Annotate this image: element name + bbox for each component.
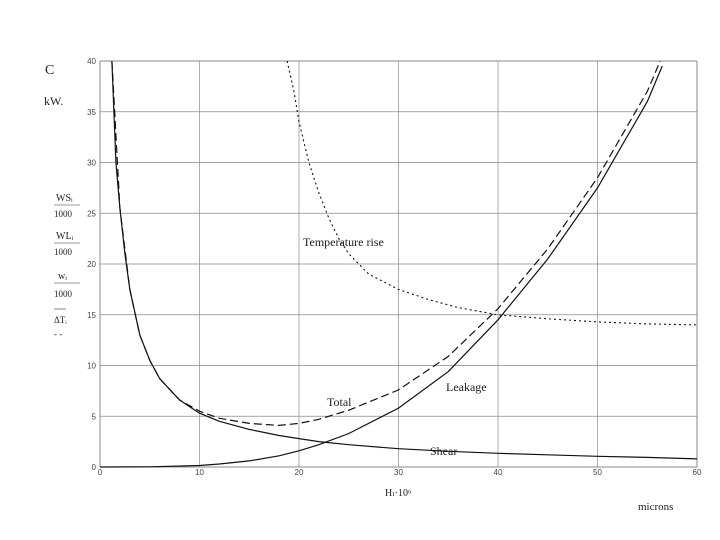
y-tick-label: 15	[87, 311, 96, 320]
ylabel-w-den: 1000	[54, 289, 73, 299]
x-tick-label: 40	[494, 468, 503, 477]
ylabel-wl-den: 1000	[54, 247, 73, 257]
y-tick-label: 30	[87, 159, 96, 168]
ylabel-ws-num: WSᵢ	[56, 193, 73, 204]
y-unit-label: kW.	[44, 94, 63, 108]
y-tick-label: 35	[87, 108, 96, 117]
ylabel-wl-num: WLᵢ	[56, 231, 74, 242]
x-tick-label: 0	[98, 468, 103, 477]
y-tick-label: 10	[87, 362, 96, 371]
x-tick-label: 50	[593, 468, 602, 477]
y-axis-label-stack: WSᵢ 1000 WLᵢ 1000 wᵢ 1000 ΔTᵢ - -	[54, 193, 80, 339]
series-line-temperature-rise	[286, 60, 698, 326]
y-ticks: 0 5 10 15 20 25 30 35 40	[87, 57, 96, 472]
label-shear: Shear	[430, 444, 457, 458]
x-axis-label: Hₗ·10⁶	[385, 488, 412, 499]
x-ticks: 0 10 20 30 40 50 60	[98, 468, 702, 477]
x-unit-label: microns	[638, 501, 673, 513]
y-unit-top-label: C	[45, 63, 54, 78]
grid	[99, 60, 698, 468]
ylabel-dt-num: ΔTᵢ	[54, 315, 67, 325]
label-total: Total	[327, 395, 352, 409]
x-tick-label: 60	[693, 468, 702, 477]
x-tick-label: 20	[295, 468, 304, 477]
series-line-leakage	[99, 65, 663, 468]
series-lines	[99, 60, 698, 468]
y-tick-label: 25	[87, 209, 96, 218]
y-tick-label: 0	[92, 463, 97, 472]
x-tick-label: 10	[195, 468, 204, 477]
y-tick-label: 20	[87, 260, 96, 269]
ylabel-dt-den: - -	[54, 329, 62, 339]
ylabel-ws-den: 1000	[54, 209, 73, 219]
ylabel-w-num: wᵢ	[58, 271, 67, 282]
series-line-total	[111, 60, 661, 427]
y-tick-label: 40	[87, 57, 96, 66]
x-tick-label: 30	[394, 468, 403, 477]
y-tick-label: 5	[92, 412, 97, 421]
label-leakage: Leakage	[446, 380, 487, 394]
label-temperature-rise: Temperature rise	[303, 235, 384, 249]
